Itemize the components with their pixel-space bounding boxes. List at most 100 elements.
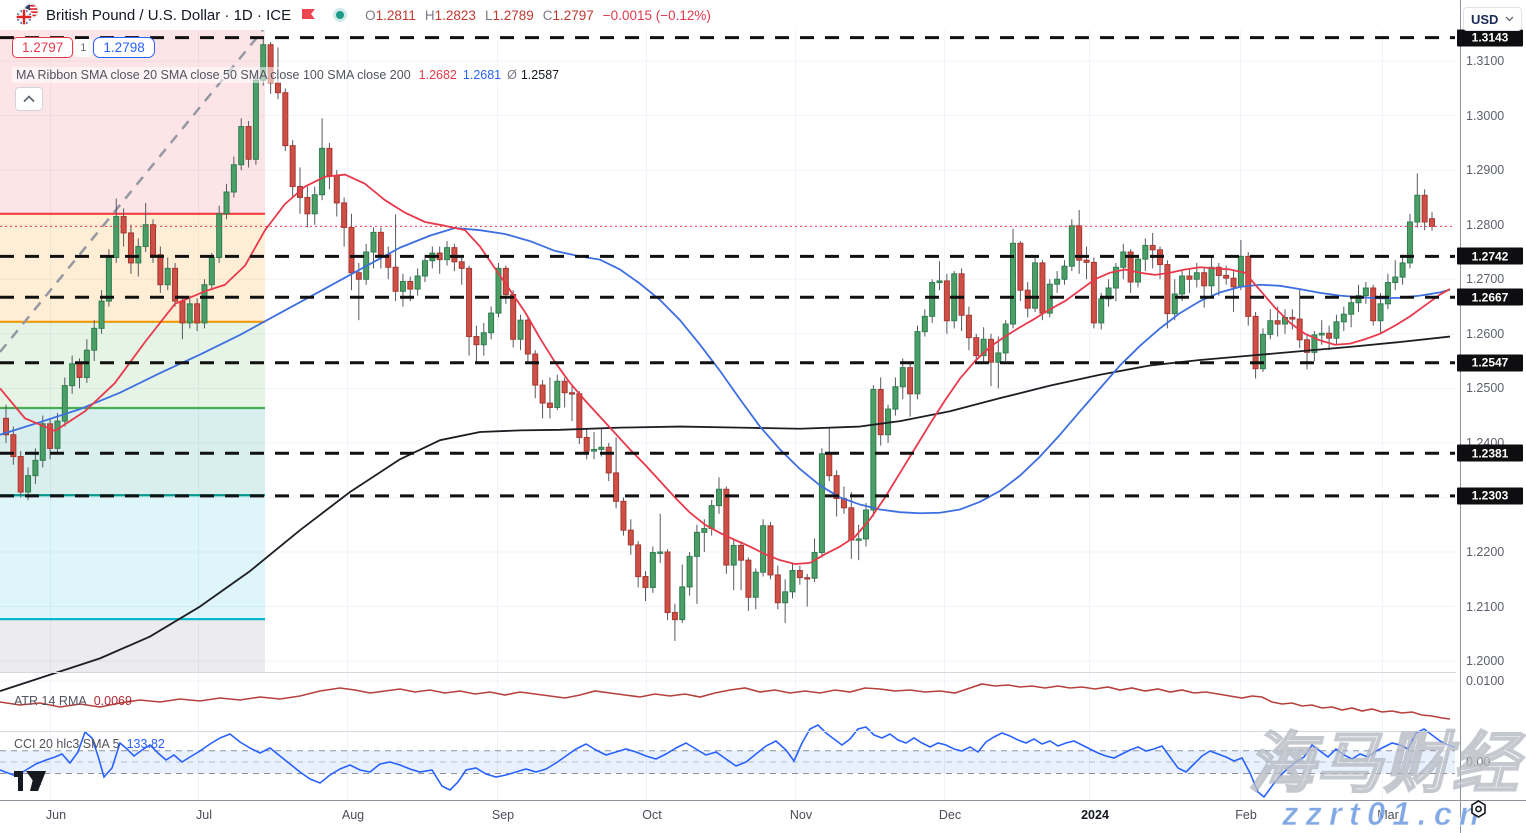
candle (17, 456, 24, 493)
atr-line (0, 683, 1451, 720)
candle (194, 303, 201, 324)
candle (458, 261, 465, 269)
candle (907, 367, 914, 395)
candle (399, 280, 406, 292)
candle (1186, 275, 1193, 280)
ma-ribbon-label: MA Ribbon SMA close 20 SMA close 50 SMA … (16, 68, 411, 82)
candle (414, 275, 421, 290)
price-level-badge: 1.3143 (1457, 29, 1523, 47)
time-axis-label: Jul (196, 808, 212, 822)
candle (355, 272, 362, 280)
candle (245, 126, 252, 160)
candle (157, 254, 164, 286)
candle (466, 267, 473, 338)
cci-legend[interactable]: CCI 20 hlc3 SMA 5 133.82 (14, 737, 165, 751)
candle (510, 294, 517, 340)
candle (407, 280, 414, 290)
candle (47, 423, 54, 449)
candle (1377, 303, 1384, 322)
candle (532, 353, 539, 386)
candle (605, 446, 612, 474)
candle (304, 196, 311, 215)
candle (1289, 316, 1296, 320)
candle (716, 488, 722, 507)
collapse-legend-button[interactable] (15, 87, 43, 111)
trendline[interactable] (0, 29, 264, 353)
tradingview-logo[interactable] (13, 770, 47, 797)
candle (1340, 313, 1347, 323)
candle (54, 420, 61, 449)
candle (1142, 244, 1149, 260)
candle (370, 231, 377, 253)
ma-avg-symbol: Ø (507, 68, 517, 82)
candle (1090, 261, 1097, 324)
candle (995, 352, 1002, 363)
ma-ribbon-legend[interactable]: MA Ribbon SMA close 20 SMA close 50 SMA … (12, 67, 564, 83)
time-axis-label: Oct (642, 808, 662, 822)
price-tick-label: 1.3100 (1466, 54, 1505, 69)
candle (987, 338, 994, 363)
candle (1068, 225, 1075, 267)
sell-price-button[interactable]: 1.2797 (12, 37, 74, 58)
bid-ask-boxes: 1.2797 1 1.2798 (12, 37, 155, 58)
candle (1164, 264, 1171, 315)
candle (1024, 289, 1031, 309)
candle (833, 475, 840, 500)
atr-legend[interactable]: ATR 14 RMA 0.0069 (14, 694, 132, 708)
candle (752, 571, 759, 598)
candle (238, 126, 245, 166)
candle (289, 145, 296, 188)
spread-value: 1 (74, 38, 93, 57)
price-tick-label: 1.2600 (1466, 326, 1505, 341)
candle (135, 246, 142, 264)
candle (10, 434, 17, 458)
candle (517, 319, 524, 340)
price-level-badge: 1.2667 (1457, 288, 1523, 306)
axis-settings-button[interactable] (1468, 799, 1489, 825)
price-level-badge: 1.2303 (1457, 487, 1523, 505)
candle (591, 448, 598, 452)
candle (686, 555, 693, 588)
candle (69, 363, 76, 387)
red-flag-icon[interactable] (301, 7, 317, 23)
buy-price-button[interactable]: 1.2798 (93, 37, 155, 58)
candle (774, 574, 781, 604)
candle (120, 216, 127, 234)
price-tick-label: 1.2900 (1466, 163, 1505, 178)
candle (1414, 194, 1421, 223)
candle (855, 538, 862, 541)
candle (921, 315, 928, 333)
price-level-badge: 1.2547 (1457, 354, 1523, 372)
candle (282, 92, 289, 147)
price-tick-label: 1.2500 (1466, 381, 1505, 396)
chevron-up-icon (23, 95, 35, 103)
candle (1149, 244, 1156, 251)
currency-dropdown[interactable]: USD (1463, 7, 1522, 31)
candle (3, 417, 9, 436)
candle (796, 570, 803, 579)
candle (377, 231, 384, 256)
market-status-icon[interactable] (333, 8, 348, 22)
candle (32, 459, 39, 477)
candle (201, 284, 208, 324)
candle (679, 586, 686, 621)
chart-header: British Pound / U.S. Dollar · 1D · ICE O… (0, 0, 1455, 30)
candle (1421, 194, 1428, 223)
candle (348, 226, 355, 274)
ma-fast-value: 1.2682 (418, 68, 457, 82)
price-tick-label: 1.2000 (1466, 654, 1505, 669)
symbol-title[interactable]: British Pound / U.S. Dollar · 1D · ICE (46, 6, 292, 24)
cci-value: 133.82 (126, 737, 165, 751)
candle (693, 531, 700, 557)
candle (745, 559, 752, 598)
ma-avg-value: 1.2587 (520, 68, 560, 82)
candle (1311, 334, 1318, 353)
candle (1171, 293, 1178, 315)
candle (216, 213, 223, 258)
price-level-badge: 1.2742 (1457, 247, 1523, 265)
candle (965, 314, 972, 339)
candle (760, 525, 767, 573)
price-tick-label: 1.2800 (1466, 217, 1505, 232)
candle (1179, 275, 1186, 295)
